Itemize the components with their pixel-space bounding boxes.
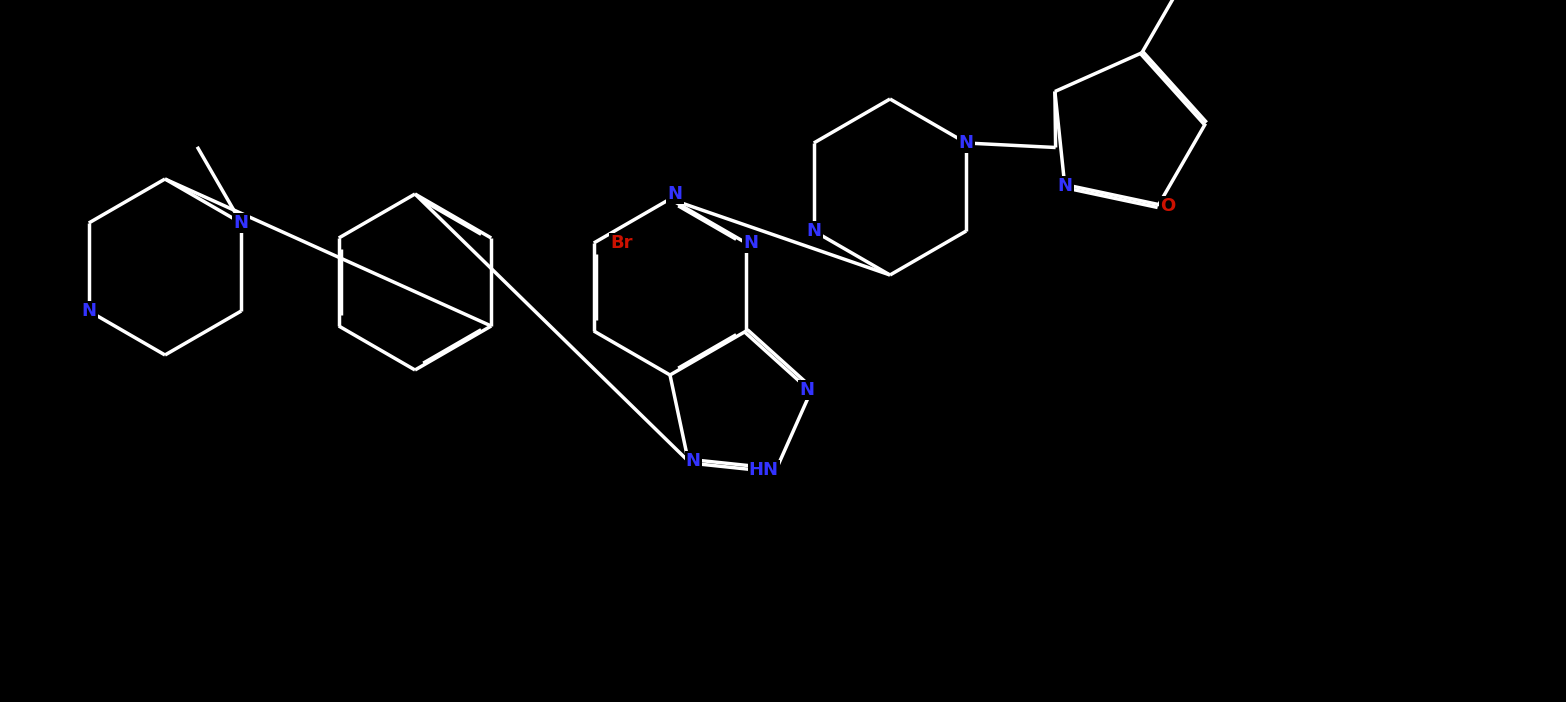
Text: N: N xyxy=(667,185,683,203)
Text: N: N xyxy=(233,214,249,232)
Text: O: O xyxy=(1160,197,1176,215)
Text: N: N xyxy=(958,134,974,152)
Text: Br: Br xyxy=(611,234,633,252)
Text: N: N xyxy=(686,452,702,470)
Text: N: N xyxy=(81,302,96,320)
Text: N: N xyxy=(744,234,758,252)
Text: N: N xyxy=(799,381,814,399)
Text: N: N xyxy=(1057,177,1073,195)
Text: HN: HN xyxy=(749,461,778,479)
Text: N: N xyxy=(806,222,821,240)
